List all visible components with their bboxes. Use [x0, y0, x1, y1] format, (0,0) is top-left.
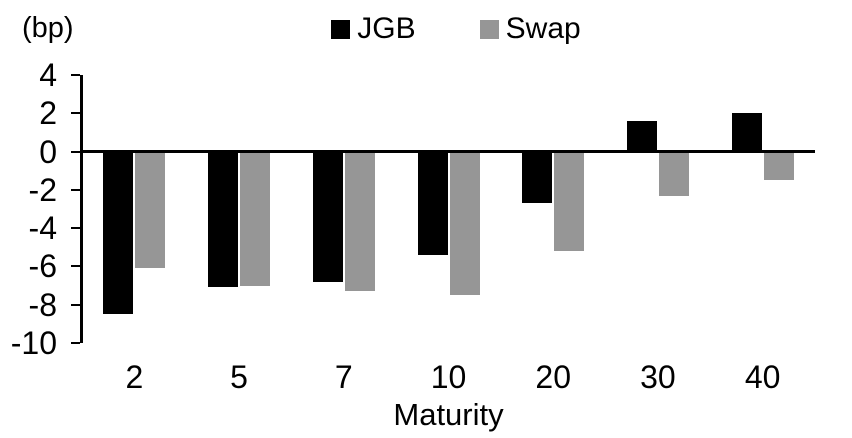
bar-jgb-maturity-2 — [103, 151, 134, 315]
y-axis-tick-label: -8 — [28, 286, 57, 323]
swap-legend-swatch-icon — [479, 19, 499, 39]
bar-swap-maturity-40 — [763, 151, 794, 181]
x-axis-zero-line — [82, 150, 815, 154]
jgb-legend-swatch-icon — [331, 19, 351, 39]
y-axis-tick — [71, 74, 80, 76]
x-axis-tick-label: 5 — [230, 359, 248, 395]
y-axis-tick — [71, 265, 80, 268]
legend-item-swap: Swap — [479, 12, 581, 45]
bar-swap-maturity-5 — [240, 151, 271, 286]
jgb-legend-label: JGB — [357, 12, 416, 45]
plot-area — [71, 74, 815, 344]
bar-jgb-maturity-7 — [312, 151, 343, 282]
swap-legend-label: Swap — [505, 12, 581, 45]
y-axis-tick-label: -6 — [28, 248, 57, 285]
y-axis-tick — [71, 150, 80, 153]
y-axis-tick-label: 2 — [39, 95, 57, 132]
x-axis-tick-label: 7 — [334, 359, 353, 395]
bar-jgb-maturity-30 — [626, 120, 657, 152]
x-axis-tick-label: 10 — [430, 359, 467, 395]
y-axis-tick — [71, 227, 80, 230]
bar-jgb-maturity-40 — [731, 113, 762, 152]
x-axis-tick-label: 20 — [535, 359, 571, 395]
y-axis-tick-label: -2 — [28, 171, 57, 208]
x-axis-tick-label: 30 — [640, 359, 676, 395]
y-axis-unit-label: (bp) — [22, 12, 74, 44]
legend: JGB Swap — [30, 14, 852, 44]
bar-swap-maturity-20 — [554, 151, 585, 252]
x-axis-tick-label: 2 — [125, 359, 144, 395]
y-axis-tick-label: 4 — [39, 57, 57, 93]
x-axis-title: Maturity — [393, 397, 504, 432]
y-axis-line — [80, 75, 83, 343]
bar-swap-maturity-10 — [449, 151, 480, 296]
bar-jgb-maturity-5 — [208, 151, 239, 288]
bar-swap-maturity-30 — [658, 151, 689, 196]
y-axis-tick — [71, 188, 80, 191]
bar-jgb-maturity-10 — [417, 151, 448, 255]
y-axis-tick-label: 0 — [39, 133, 57, 170]
y-axis-tick-label: -4 — [28, 210, 57, 247]
bar-jgb-maturity-20 — [522, 151, 553, 204]
y-axis-tick — [71, 112, 80, 115]
y-axis-tick — [71, 303, 80, 306]
y-axis-tick — [71, 342, 80, 344]
bar-swap-maturity-2 — [135, 151, 166, 269]
bar-swap-maturity-7 — [344, 151, 375, 292]
legend-item-jgb: JGB — [331, 12, 416, 45]
x-axis-tick-label: 40 — [744, 359, 781, 395]
y-axis-tick-label: -10 — [10, 325, 57, 361]
